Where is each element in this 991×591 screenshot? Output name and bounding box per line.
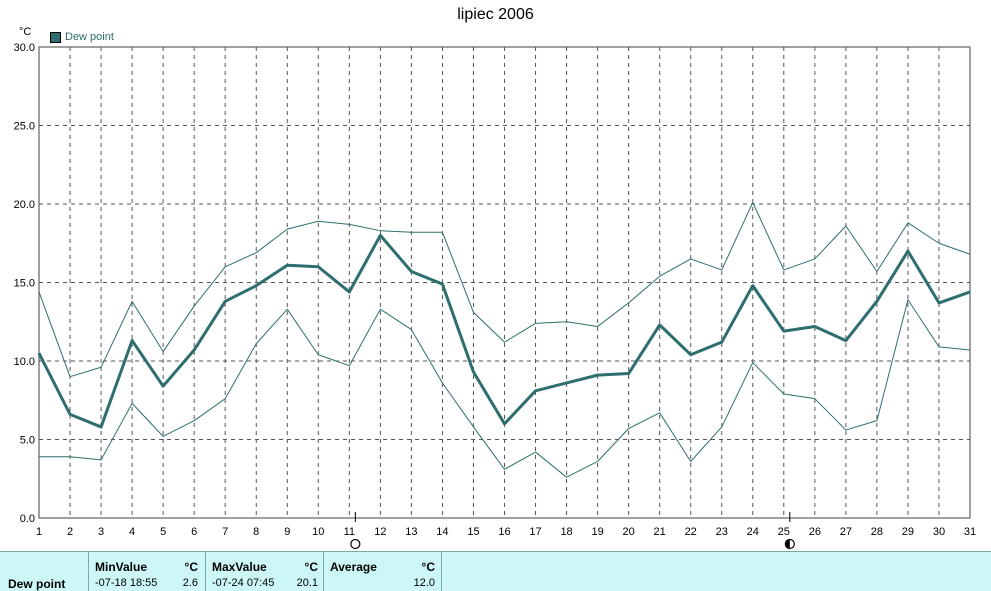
x-tick-label: 28 xyxy=(871,526,883,538)
y-unit-label: °C xyxy=(19,26,32,38)
x-tick-label: 27 xyxy=(840,526,852,538)
x-tick-label: 4 xyxy=(129,526,135,538)
stats-max-header: MaxValue xyxy=(212,560,267,574)
x-tick-label: 29 xyxy=(902,526,914,538)
x-tick-label: 2 xyxy=(67,526,73,538)
x-tick-label: 26 xyxy=(809,526,821,538)
x-tick-label: 20 xyxy=(623,526,635,538)
half-moon-fill xyxy=(785,539,790,549)
x-tick-label: 16 xyxy=(498,526,510,538)
y-tick-label: 5.0 xyxy=(20,435,35,447)
stats-min-header: MinValue xyxy=(95,560,148,574)
x-tick-label: 18 xyxy=(560,526,572,538)
new-moon-icon xyxy=(350,538,361,550)
x-tick-label: 19 xyxy=(591,526,603,538)
y-tick-label: 15.0 xyxy=(14,278,35,290)
stats-min-box: MinValue °C -07-18 18:55 2.6 xyxy=(88,552,206,591)
legend-label: Dew point xyxy=(65,31,114,43)
y-tick-label: 30.0 xyxy=(14,42,35,54)
x-tick-label: 11 xyxy=(344,526,355,538)
stats-avg-header: Average xyxy=(330,560,377,574)
x-tick-label: 31 xyxy=(964,526,976,538)
stats-avg-value: 12.0 xyxy=(413,577,435,589)
x-tick-label: 21 xyxy=(654,526,666,538)
chart-plot: 0.05.010.015.020.025.030.01 2 3 4 5 6 7 8 9 10 11 1… xyxy=(14,42,976,550)
x-tick-label: 12 xyxy=(374,526,386,538)
x-tick-label: 5 xyxy=(160,526,166,538)
stats-avg-box: Average °C 12.0 xyxy=(323,552,442,591)
stats-max-value: 20.1 xyxy=(296,577,318,589)
stats-max-unit: °C xyxy=(304,560,318,574)
stats-row-label: Dew point xyxy=(8,577,66,591)
x-tick-label: 1 xyxy=(36,526,42,538)
legend-swatch xyxy=(50,31,61,43)
x-tick-label: 8 xyxy=(253,526,259,538)
x-tick-label: 7 xyxy=(222,526,228,538)
x-tick-label: 22 xyxy=(685,526,697,538)
x-tick-label: 23 xyxy=(716,526,728,538)
x-tick-label: 10 xyxy=(312,526,324,538)
x-tick-label: 13 xyxy=(405,526,417,538)
stats-max-box: MaxValue °C -07-24 07:45 20.1 xyxy=(205,552,324,591)
x-tick-label: 14 xyxy=(436,526,448,538)
series-line-mean xyxy=(37,233,971,429)
stats-min-time: -07-18 18:55 xyxy=(95,577,158,589)
y-tick-label: 20.0 xyxy=(14,199,35,211)
stats-min-unit: °C xyxy=(184,560,198,574)
stats-avg-unit: °C xyxy=(421,560,435,574)
x-tick-label: 3 xyxy=(98,526,104,538)
chart-title: lipiec 2006 xyxy=(457,6,534,23)
x-tick-label: 17 xyxy=(529,526,541,538)
stats-max-time: -07-24 07:45 xyxy=(212,577,275,589)
y-tick-label: 25.0 xyxy=(14,121,35,133)
y-tick-label: 0.0 xyxy=(20,513,35,525)
x-tick-label: 6 xyxy=(191,526,197,538)
y-tick-label: 10.0 xyxy=(14,356,35,368)
stats-min-value: 2.6 xyxy=(182,577,198,589)
x-tick-label: 9 xyxy=(284,526,290,538)
x-tick-label: 30 xyxy=(933,526,945,538)
x-tick-label: 25 xyxy=(778,526,790,538)
legend: Dew point xyxy=(50,31,114,43)
stats-panel: Dew point MinValue °C -07-18 18:55 2.6 M… xyxy=(0,551,991,591)
series-line-max xyxy=(38,201,971,378)
x-tick-label: 24 xyxy=(747,526,759,538)
series-line-min xyxy=(39,299,971,478)
x-tick-label: 15 xyxy=(467,526,479,538)
